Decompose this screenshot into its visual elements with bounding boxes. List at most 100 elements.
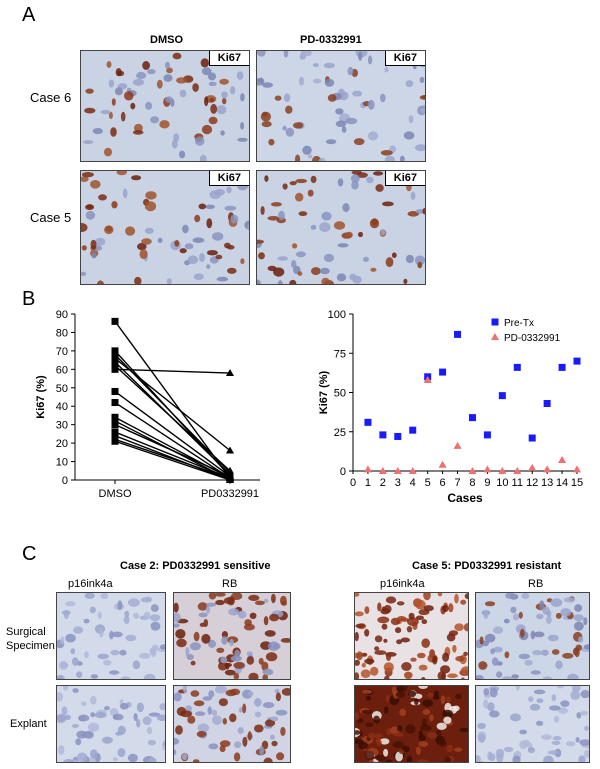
- panel-a-letter: A: [22, 4, 36, 26]
- tissue-texture: [355, 593, 468, 679]
- pretx-point: [468, 414, 476, 422]
- x-tick-label: 8: [469, 477, 475, 489]
- dmso-point: [111, 417, 119, 425]
- tissue-texture: [476, 686, 589, 762]
- y-tick-label: 100: [328, 309, 346, 321]
- dmso-point: [111, 362, 119, 370]
- dmso-point: [111, 347, 119, 355]
- y-tick-label: 25: [334, 427, 346, 439]
- ki67-tag: Ki67: [208, 51, 249, 66]
- pretx-point: [528, 434, 536, 442]
- pair-line: [114, 440, 231, 481]
- paired-ki67-chart: 0 10 20 30 40 50 60 70 80 90 DMSO PD0332991 Ki67 (%): [35, 309, 260, 500]
- x-tick-label: 3: [395, 477, 401, 489]
- panel-a-row-case6: Case 6: [30, 90, 72, 105]
- micrograph-case6-dmso: Ki67: [80, 50, 250, 162]
- x-tick-label: 0: [350, 477, 356, 489]
- panel-a-col-dmso: DMSO: [150, 34, 183, 46]
- y-axis-label: Ki67 (%): [35, 375, 47, 419]
- pretx-point: [454, 330, 462, 338]
- tissue-texture: [81, 51, 249, 161]
- tissue-texture: [476, 593, 589, 679]
- pretx-point: [543, 399, 551, 407]
- pd-point: [226, 446, 234, 454]
- panelc-row-explant: Explant: [10, 718, 47, 730]
- pd-point: [226, 466, 234, 474]
- pair-line: [114, 401, 231, 479]
- pd-point: [558, 456, 567, 464]
- dmso-point: [111, 354, 119, 362]
- micrograph-case5-rb-surgical: [475, 592, 590, 680]
- y-tick-label: 30: [56, 420, 68, 432]
- pd-point: [573, 465, 581, 473]
- legend-marker: [491, 333, 499, 340]
- pretx-point: [513, 363, 521, 371]
- x-tick-label: 11: [512, 477, 523, 489]
- ki67-tag: Ki67: [384, 51, 425, 66]
- pair-line: [114, 357, 231, 452]
- case2-title: Case 2: PD0332991 sensitive: [120, 560, 271, 572]
- x-tick-label: PD0332991: [201, 488, 259, 500]
- legend-label: Pre-Tx: [504, 318, 534, 329]
- x-tick-label: 10: [496, 477, 508, 489]
- pair-line: [114, 368, 231, 374]
- y-tick-label: 80: [56, 327, 68, 339]
- x-tick-label: 1: [365, 477, 371, 489]
- x-axis-label: Cases: [447, 491, 483, 505]
- tissue-texture: [355, 686, 468, 762]
- pd-point: [423, 375, 432, 383]
- tissue-texture: [174, 686, 290, 762]
- dmso-point: [111, 428, 119, 436]
- micrograph-case5-pd: Ki67: [256, 170, 426, 285]
- ki67-tag: Ki67: [384, 171, 425, 186]
- x-tick-label: 5: [425, 477, 431, 489]
- x-tick-label: DMSO: [99, 488, 132, 500]
- dmso-point: [111, 351, 119, 359]
- y-tick-label: 0: [62, 475, 68, 487]
- pretx-point: [573, 357, 581, 365]
- legend-marker: [491, 318, 499, 326]
- dmso-point: [111, 358, 119, 366]
- dmso-point: [111, 365, 119, 373]
- tissue-texture: [257, 171, 425, 284]
- dmso-point: [111, 413, 119, 421]
- pd-point: [408, 467, 417, 474]
- case5-col-rb: RB: [528, 578, 544, 590]
- pretx-point: [409, 426, 417, 434]
- pair-line: [114, 424, 231, 477]
- pretx-point: [483, 431, 491, 439]
- y-tick-label: 40: [56, 401, 68, 413]
- pd-point: [543, 465, 552, 473]
- panel-a-col-pd: PD-0332991: [300, 34, 362, 46]
- tissue-texture: [57, 686, 165, 762]
- pd-point: [498, 467, 507, 474]
- y-tick-label: 20: [56, 438, 68, 450]
- x-tick-label: 4: [410, 477, 416, 489]
- dmso-point: [111, 317, 119, 325]
- micrograph-case5-rb-explant: [475, 685, 590, 763]
- micrograph-case5-p16-explant: [354, 685, 469, 763]
- y-tick-label: 60: [56, 364, 68, 376]
- pretx-point: [498, 392, 506, 400]
- panel-c-letter: C: [22, 543, 37, 565]
- pd-point: [438, 460, 447, 468]
- dmso-point: [111, 399, 119, 407]
- dmso-point: [111, 432, 119, 440]
- pair-line: [114, 435, 231, 481]
- pd-point: [393, 467, 402, 474]
- panel-a-row-case5: Case 5: [30, 210, 72, 225]
- x-tick-label: 14: [556, 477, 568, 489]
- tissue-texture: [57, 593, 165, 679]
- micrograph-case2-p16-explant: [56, 685, 166, 763]
- x-tick-label: 12: [526, 477, 538, 489]
- y-tick-label: 70: [56, 346, 68, 358]
- panel-b-letter: B: [22, 288, 36, 310]
- pd-point: [453, 441, 462, 449]
- pd-point: [363, 465, 372, 473]
- tissue-texture: [81, 171, 249, 284]
- pd-point: [528, 463, 537, 471]
- micrograph-case6-pd: Ki67: [256, 50, 426, 162]
- micrograph-case5-dmso: Ki67: [80, 170, 250, 285]
- y-tick-label: 50: [56, 383, 68, 395]
